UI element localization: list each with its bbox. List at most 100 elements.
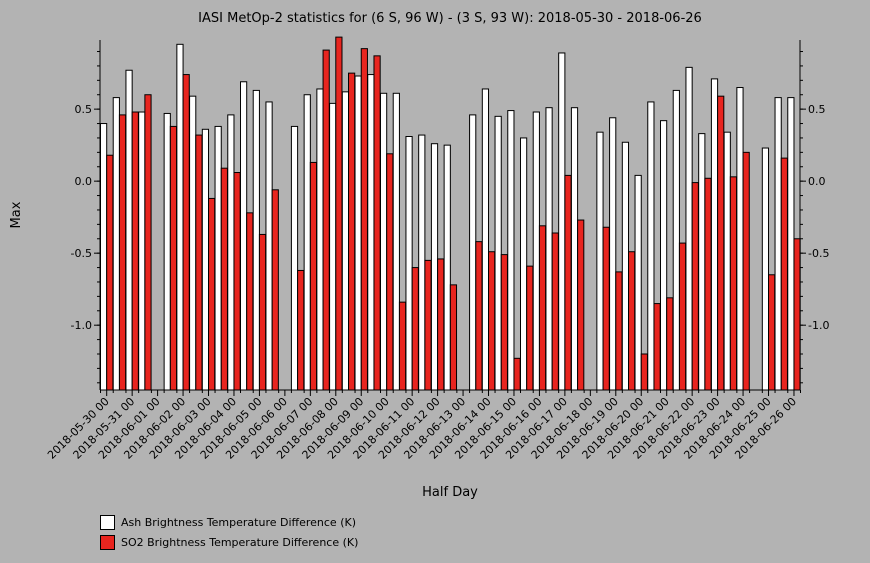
bar-ash	[290, 125, 299, 391]
bar-so2	[678, 242, 687, 391]
bar-so2	[628, 251, 636, 391]
bar-so2	[475, 241, 483, 391]
bar-ash	[532, 111, 540, 391]
bar-so2	[182, 74, 190, 391]
y-tick-label-left: 0.0	[75, 175, 93, 188]
y-tick-label-left: 0.5	[75, 103, 93, 116]
bar-ash	[430, 143, 439, 391]
y-tick-label-left: -0.5	[71, 247, 92, 260]
bar-so2	[322, 49, 330, 391]
bar-ash	[685, 66, 693, 391]
bar-ash	[787, 97, 795, 391]
bar-ash	[761, 147, 770, 391]
bar-so2	[564, 174, 572, 391]
bar-so2	[488, 251, 496, 391]
bar-ash	[494, 115, 502, 391]
bar-so2	[220, 167, 228, 391]
bar-so2	[602, 226, 610, 391]
legend-swatch-so2	[100, 534, 115, 550]
bar-so2	[424, 259, 432, 391]
bar-ash	[647, 101, 655, 391]
legend-swatch-ash	[100, 514, 115, 530]
legend-label-ash: Ash Brightness Temperature Difference (K…	[121, 515, 356, 529]
bar-so2	[398, 301, 407, 391]
bar-so2	[118, 114, 127, 391]
x-axis-label: Half Day	[422, 485, 478, 500]
bar-ash	[367, 74, 375, 391]
bar-so2	[169, 125, 178, 391]
bar-so2	[246, 212, 254, 391]
y-tick-label-right: -1.0	[808, 319, 829, 332]
bar-so2	[513, 357, 521, 391]
bar-so2	[195, 134, 203, 391]
bar-ash	[736, 87, 744, 391]
legend-item-ash: Ash Brightness Temperature Difference (K…	[100, 512, 358, 532]
bar-so2	[144, 94, 152, 391]
legend-item-so2: SO2 Brightness Temperature Difference (K…	[100, 532, 358, 552]
bar-so2	[297, 269, 305, 391]
bar-so2	[691, 182, 699, 391]
bar-so2	[335, 36, 343, 391]
bar-so2	[577, 219, 585, 391]
bar-ash	[341, 91, 350, 391]
bar-so2	[704, 177, 712, 391]
bar-ash	[112, 97, 120, 391]
bar-so2	[768, 274, 776, 391]
bar-ash	[100, 123, 108, 391]
bar-so2	[411, 267, 419, 391]
bar-so2	[106, 154, 114, 391]
bar-so2	[640, 353, 648, 391]
bar-ash	[252, 89, 260, 391]
bar-ash	[392, 92, 400, 391]
bar-ash	[570, 107, 579, 391]
bar-so2	[208, 197, 216, 391]
bar-ash	[710, 78, 719, 391]
bar-so2	[793, 238, 801, 391]
bar-ash	[698, 133, 706, 391]
bar-so2	[729, 176, 738, 391]
bar-ash	[240, 81, 248, 391]
y-axis-label: Max	[9, 201, 24, 228]
bar-ash	[596, 131, 604, 391]
bar-ash	[201, 128, 210, 391]
legend: Ash Brightness Temperature Difference (K…	[100, 512, 358, 552]
bar-ash	[354, 75, 362, 391]
bar-ash	[405, 136, 413, 391]
bar-ash	[138, 111, 146, 391]
bar-ash	[265, 101, 273, 391]
bar-so2	[258, 233, 267, 391]
bar-so2	[373, 55, 381, 391]
bar-ash	[481, 88, 490, 391]
bar-so2	[309, 161, 318, 391]
bar-so2	[233, 172, 241, 391]
bar-ash	[176, 43, 184, 391]
bar-ash	[303, 94, 311, 391]
bar-ash	[507, 110, 515, 391]
y-tick-label-right: 0.5	[808, 103, 826, 116]
bar-ash	[520, 137, 528, 391]
bar-so2	[449, 284, 458, 391]
y-tick-label-right: 0.0	[808, 175, 826, 188]
bar-so2	[526, 265, 534, 391]
bar-so2	[437, 258, 445, 391]
bar-ash	[634, 174, 642, 391]
bar-so2	[386, 153, 394, 391]
bar-so2	[271, 189, 279, 391]
bar-ash	[163, 112, 171, 391]
bar-so2	[131, 111, 139, 391]
bar-so2	[551, 232, 559, 391]
bar-ash	[609, 117, 617, 391]
bar-so2	[666, 297, 674, 391]
bar-ash	[380, 92, 388, 391]
bar-ash	[558, 52, 566, 391]
legend-label-so2: SO2 Brightness Temperature Difference (K…	[121, 535, 359, 549]
bar-ash	[316, 88, 324, 391]
bar-ash	[545, 107, 553, 391]
bar-so2	[653, 303, 661, 391]
bar-so2	[780, 157, 788, 391]
bar-ash	[660, 120, 668, 391]
bar-so2	[538, 225, 547, 391]
chart-title: IASI MetOp-2 statistics for (6 S, 96 W) …	[198, 11, 702, 26]
